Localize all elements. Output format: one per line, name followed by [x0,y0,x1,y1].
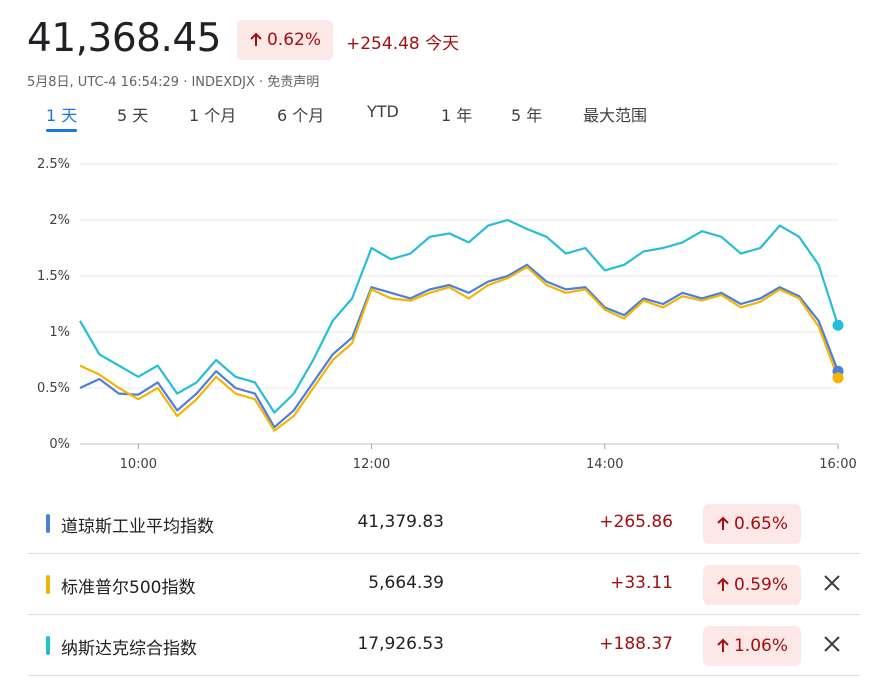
index-change-abs: +33.11 [610,573,673,593]
price-value: 41,368.45 [27,16,222,61]
series-end-dot [832,319,844,331]
index-change-pct-badge: 0.65% [703,504,801,544]
series-end-dot [832,372,844,384]
arrow-up-icon [717,638,729,652]
index-row-sp500[interactable]: 标准普尔500指数 5,664.39 +33.11 0.59% [28,554,860,615]
change-abs-text: +254.48 今天 [346,34,460,54]
arrow-up-icon [717,577,729,591]
tab-5d[interactable]: 5 天 [117,106,149,125]
index-row-nasdaq[interactable]: 纳斯达克综合指数 17,926.53 +188.37 1.06% [28,615,860,676]
tab-max[interactable]: 最大范围 [583,106,648,125]
close-icon[interactable] [820,571,844,595]
index-value: 17,926.53 [357,634,444,654]
series-line [79,263,840,429]
y-tick-label: 2% [49,213,70,228]
change-pct-badge: 0.62% [237,20,333,60]
y-tick-label: 0% [49,437,70,452]
index-value: 41,379.83 [357,512,444,532]
index-name: 纳斯达克综合指数 [61,639,197,659]
change-pct-text: 0.62% [266,30,321,50]
x-tick-label: 16:00 [819,457,856,472]
tab-5y[interactable]: 5 年 [511,106,543,125]
series-color-marker [46,514,50,533]
series-line [79,218,840,414]
meta-info: 5月8日, UTC-4 16:54:29 · INDEXDJX · 免责声明 [27,75,320,90]
x-tick-label: 14:00 [586,457,623,472]
index-change-pct: 1.06% [733,636,788,656]
index-row-dow[interactable]: 道琼斯工业平均指数 41,379.83 +265.86 0.65% [28,493,860,554]
intraday-chart[interactable]: 0% 0.5% 1% 1.5% 2% 2.5% 10:00 12:00 14:00 16:00 [0,148,895,488]
close-icon[interactable] [820,632,844,656]
index-change-pct: 0.59% [733,575,788,595]
y-tick-label: 1% [49,325,70,340]
index-change-pct: 0.65% [733,514,788,534]
series-color-marker [46,575,50,594]
y-tick-label: 0.5% [37,381,70,396]
arrow-up-icon [250,32,262,46]
x-tick-label: 10:00 [120,457,157,472]
index-change-abs: +265.86 [599,512,673,532]
index-change-abs: +188.37 [599,634,673,654]
index-change-pct-badge: 0.59% [703,565,801,605]
index-value: 5,664.39 [368,573,444,593]
tab-1d[interactable]: 1 天 [46,102,78,132]
tab-1y[interactable]: 1 年 [441,106,473,125]
index-name: 道琼斯工业平均指数 [61,517,214,537]
series-line [79,265,840,432]
arrow-up-icon [717,516,729,530]
tab-6m[interactable]: 6 个月 [277,106,325,125]
y-tick-label: 1.5% [37,269,70,284]
y-tick-label: 2.5% [37,157,70,172]
series-color-marker [46,636,50,655]
x-tick-label: 12:00 [353,457,390,472]
index-change-pct-badge: 1.06% [703,626,801,666]
tab-ytd[interactable]: YTD [367,102,399,121]
tab-1m[interactable]: 1 个月 [189,106,237,125]
index-name: 标准普尔500指数 [61,578,196,598]
